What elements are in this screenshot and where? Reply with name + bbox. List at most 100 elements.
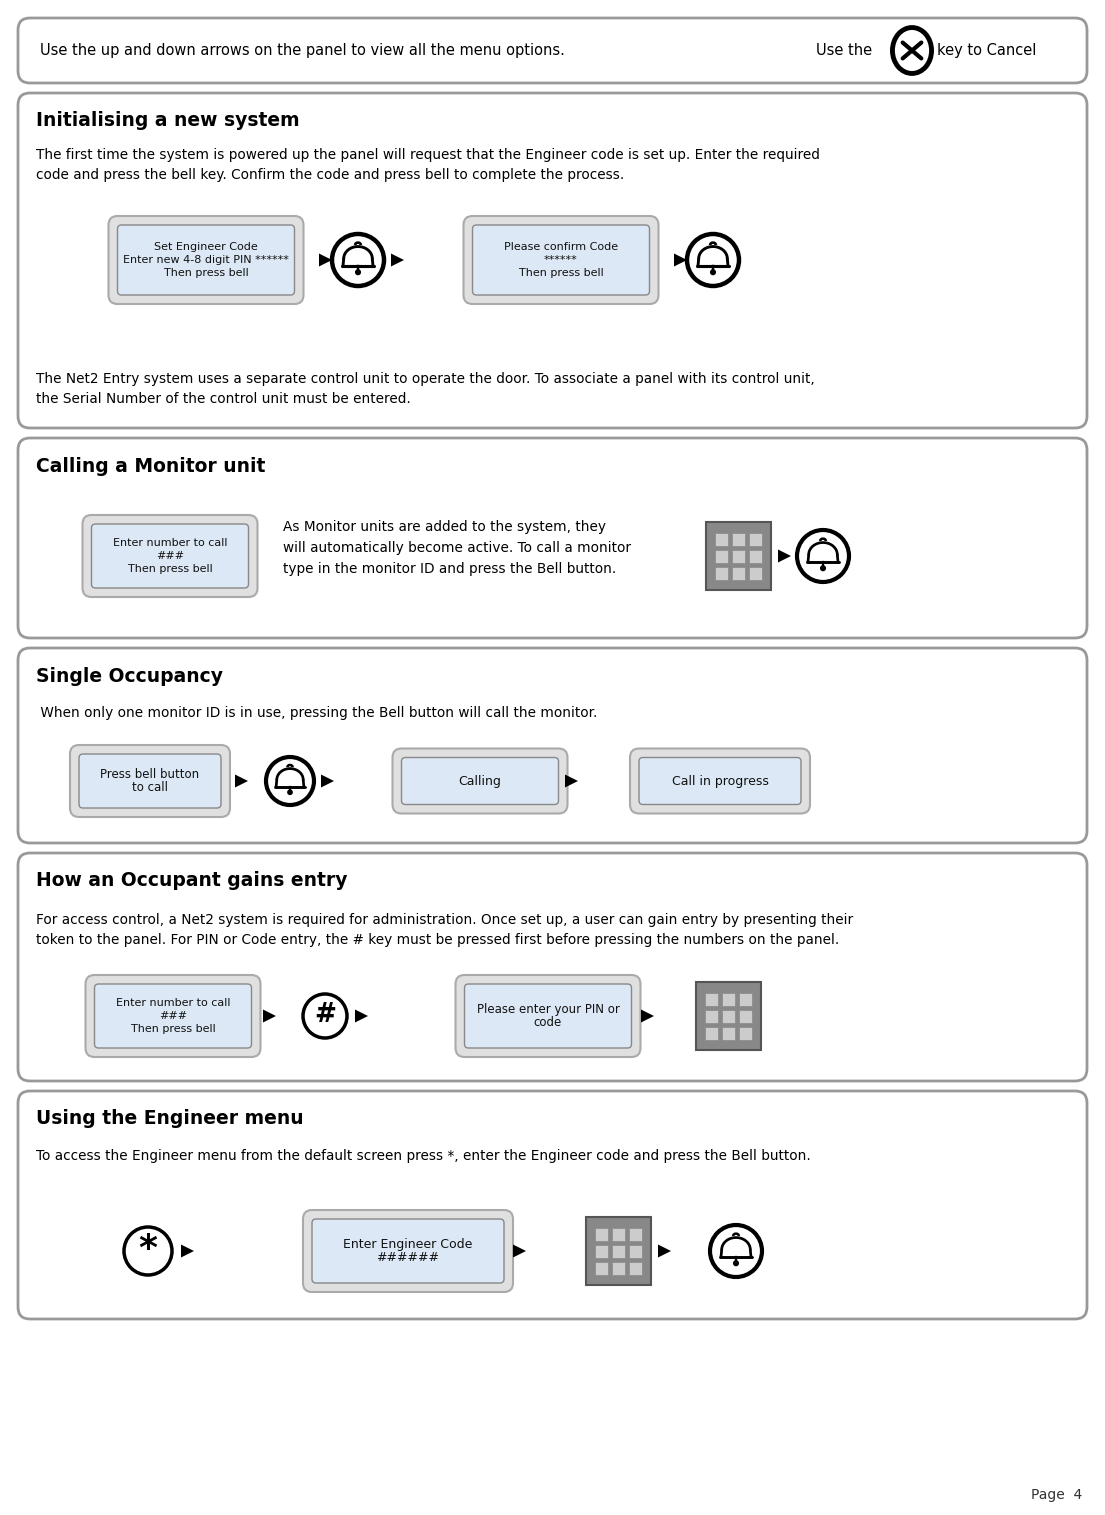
Text: Page  4: Page 4 — [1031, 1488, 1082, 1501]
Circle shape — [711, 270, 715, 274]
Polygon shape — [778, 550, 791, 562]
Text: How an Occupant gains entry: How an Occupant gains entry — [36, 871, 347, 891]
Text: Using the Engineer menu: Using the Engineer menu — [36, 1109, 304, 1129]
FancyBboxPatch shape — [92, 524, 249, 588]
FancyBboxPatch shape — [473, 226, 650, 295]
Text: Then press bell: Then press bell — [127, 564, 212, 574]
FancyBboxPatch shape — [738, 992, 751, 1006]
FancyBboxPatch shape — [463, 217, 659, 305]
Polygon shape — [513, 1244, 526, 1257]
FancyBboxPatch shape — [611, 1227, 624, 1241]
FancyBboxPatch shape — [629, 1227, 642, 1241]
FancyBboxPatch shape — [748, 567, 761, 580]
FancyBboxPatch shape — [18, 92, 1087, 429]
FancyBboxPatch shape — [594, 1227, 608, 1241]
Text: Set Engineer Code: Set Engineer Code — [154, 242, 257, 251]
FancyBboxPatch shape — [401, 758, 558, 804]
Text: Enter number to call: Enter number to call — [116, 998, 230, 1007]
FancyBboxPatch shape — [705, 1027, 717, 1039]
FancyBboxPatch shape — [303, 1210, 513, 1292]
Polygon shape — [565, 774, 578, 788]
FancyBboxPatch shape — [70, 745, 230, 817]
Text: Enter Engineer Code: Enter Engineer Code — [344, 1238, 473, 1251]
Polygon shape — [263, 1009, 276, 1023]
FancyBboxPatch shape — [748, 550, 761, 562]
FancyBboxPatch shape — [18, 1091, 1087, 1320]
Text: Then press bell: Then press bell — [130, 1024, 215, 1035]
FancyBboxPatch shape — [715, 567, 727, 580]
FancyBboxPatch shape — [108, 217, 304, 305]
FancyBboxPatch shape — [312, 1220, 504, 1283]
Text: To access the Engineer menu from the default screen press *, enter the Engineer : To access the Engineer menu from the def… — [36, 1148, 811, 1164]
FancyBboxPatch shape — [695, 982, 760, 1050]
FancyBboxPatch shape — [630, 748, 810, 814]
Text: Enter number to call: Enter number to call — [113, 538, 228, 548]
FancyBboxPatch shape — [732, 532, 745, 545]
Text: The Net2 Entry system uses a separate control unit to operate the door. To assoc: The Net2 Entry system uses a separate co… — [36, 373, 814, 406]
Circle shape — [287, 791, 292, 794]
FancyBboxPatch shape — [85, 976, 261, 1057]
Polygon shape — [657, 1244, 671, 1257]
Text: Then press bell: Then press bell — [164, 268, 249, 277]
Text: Initialising a new system: Initialising a new system — [36, 112, 299, 130]
FancyBboxPatch shape — [732, 550, 745, 562]
Text: The first time the system is powered up the panel will request that the Engineer: The first time the system is powered up … — [36, 148, 820, 182]
FancyBboxPatch shape — [738, 1027, 751, 1039]
FancyBboxPatch shape — [705, 1009, 717, 1023]
FancyBboxPatch shape — [18, 648, 1087, 842]
Text: *: * — [138, 1232, 158, 1267]
FancyBboxPatch shape — [629, 1244, 642, 1257]
FancyBboxPatch shape — [455, 976, 641, 1057]
Polygon shape — [181, 1244, 194, 1257]
FancyBboxPatch shape — [117, 226, 295, 295]
FancyBboxPatch shape — [722, 1009, 735, 1023]
FancyBboxPatch shape — [748, 532, 761, 545]
FancyBboxPatch shape — [464, 985, 631, 1048]
Text: Use the: Use the — [815, 42, 872, 58]
Text: As Monitor units are added to the system, they
will automatically become active.: As Monitor units are added to the system… — [283, 520, 631, 576]
Text: ######: ###### — [377, 1251, 440, 1264]
Text: Press bell button: Press bell button — [101, 768, 200, 782]
Text: Use the up and down arrows on the panel to view all the menu options.: Use the up and down arrows on the panel … — [40, 42, 565, 58]
Text: Call in progress: Call in progress — [672, 774, 768, 788]
Text: #: # — [314, 1001, 336, 1029]
FancyBboxPatch shape — [392, 748, 568, 814]
Text: For access control, a Net2 system is required for administration. Once set up, a: For access control, a Net2 system is req… — [36, 914, 853, 947]
FancyBboxPatch shape — [594, 1244, 608, 1257]
Text: Please confirm Code: Please confirm Code — [504, 242, 618, 251]
FancyBboxPatch shape — [611, 1262, 624, 1274]
FancyBboxPatch shape — [715, 550, 727, 562]
FancyBboxPatch shape — [586, 1217, 651, 1285]
Text: key to Cancel: key to Cancel — [937, 42, 1036, 58]
Polygon shape — [320, 774, 334, 788]
Text: Single Occupancy: Single Occupancy — [36, 667, 223, 685]
Text: Enter new 4-8 digit PIN ******: Enter new 4-8 digit PIN ****** — [123, 255, 288, 265]
Polygon shape — [391, 253, 404, 267]
Polygon shape — [235, 774, 248, 788]
FancyBboxPatch shape — [722, 992, 735, 1006]
Circle shape — [734, 1260, 738, 1265]
FancyBboxPatch shape — [611, 1244, 624, 1257]
Polygon shape — [319, 253, 332, 267]
Text: Calling: Calling — [459, 774, 502, 788]
FancyBboxPatch shape — [18, 438, 1087, 638]
Text: ###: ### — [156, 551, 185, 561]
FancyBboxPatch shape — [83, 515, 257, 597]
FancyBboxPatch shape — [594, 1262, 608, 1274]
FancyBboxPatch shape — [722, 1027, 735, 1039]
Text: Please enter your PIN or: Please enter your PIN or — [476, 1003, 620, 1017]
Text: When only one monitor ID is in use, pressing the Bell button will call the monit: When only one monitor ID is in use, pres… — [36, 706, 598, 720]
FancyBboxPatch shape — [732, 567, 745, 580]
FancyBboxPatch shape — [629, 1262, 642, 1274]
Text: ******: ****** — [544, 255, 578, 265]
Circle shape — [821, 567, 825, 571]
Text: Calling a Monitor unit: Calling a Monitor unit — [36, 456, 265, 476]
Circle shape — [356, 270, 360, 274]
Text: ###: ### — [159, 1011, 187, 1021]
FancyBboxPatch shape — [639, 758, 801, 804]
Text: Then press bell: Then press bell — [518, 268, 603, 277]
FancyBboxPatch shape — [738, 1009, 751, 1023]
FancyBboxPatch shape — [18, 18, 1087, 83]
Polygon shape — [641, 1009, 654, 1023]
FancyBboxPatch shape — [705, 992, 717, 1006]
